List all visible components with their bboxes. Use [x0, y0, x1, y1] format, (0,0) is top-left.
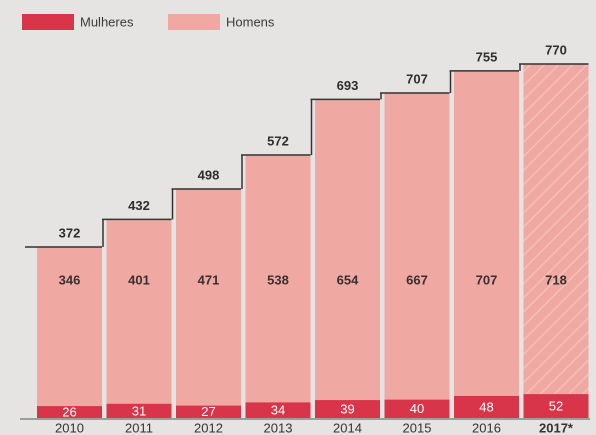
homens-label: 654 — [337, 272, 359, 287]
mulheres-label: 39 — [340, 401, 354, 416]
bar-homens — [315, 99, 380, 400]
total-label: 572 — [267, 133, 289, 148]
mulheres-label: 31 — [132, 403, 146, 418]
bar-hatch — [524, 64, 589, 394]
mulheres-label: 26 — [62, 404, 76, 419]
mulheres-label: 52 — [549, 398, 563, 413]
total-label: 693 — [337, 78, 359, 93]
homens-label: 401 — [128, 272, 150, 287]
page: {"chart_data": {"type": "stacked-bar", "… — [0, 0, 596, 435]
legend-swatch — [168, 14, 220, 30]
bar-homens — [385, 93, 450, 400]
homens-label: 667 — [406, 272, 428, 287]
bar-homens — [454, 71, 519, 396]
x-tick-label: 2012 — [194, 420, 223, 435]
total-label: 498 — [198, 167, 220, 182]
mulheres-label: 40 — [410, 401, 424, 416]
legend-label: Mulheres — [80, 14, 134, 29]
x-tick-label: 2010 — [55, 420, 84, 435]
homens-label: 538 — [267, 272, 289, 287]
legend-swatch — [22, 14, 74, 30]
x-tick-label: 2011 — [125, 420, 153, 435]
homens-label: 718 — [545, 272, 567, 287]
homens-label: 346 — [59, 272, 81, 287]
total-label: 707 — [406, 71, 428, 86]
homens-label: 471 — [198, 272, 220, 287]
legend-label: Homens — [226, 14, 275, 29]
x-tick-label: 2015 — [403, 420, 432, 435]
x-tick-label: 2017* — [539, 420, 574, 435]
x-tick-label: 2014 — [333, 420, 362, 435]
x-tick-label: 2016 — [472, 420, 501, 435]
homens-label: 707 — [476, 272, 498, 287]
bar-homens — [176, 189, 241, 406]
chart: Mulheres Homens 372 346 262010 432 401 31 2011 49… — [0, 0, 596, 435]
mulheres-label: 48 — [479, 399, 493, 414]
total-label: 372 — [59, 225, 81, 240]
total-label: 432 — [128, 198, 150, 213]
total-label: 770 — [545, 42, 567, 57]
total-label: 755 — [476, 49, 498, 64]
bar-homens — [107, 219, 172, 403]
mulheres-label: 34 — [271, 403, 285, 418]
mulheres-label: 27 — [201, 404, 215, 419]
bar-homens — [37, 247, 102, 406]
x-tick-label: 2013 — [264, 420, 293, 435]
